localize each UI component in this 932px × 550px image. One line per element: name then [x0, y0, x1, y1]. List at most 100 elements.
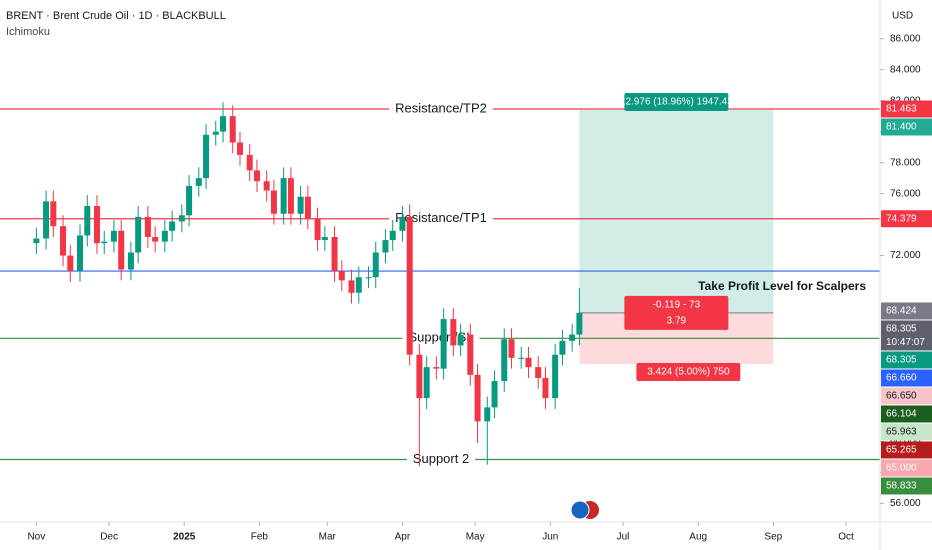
candle-body	[161, 230, 168, 242]
price-label-bg	[881, 459, 932, 477]
currency: USD	[892, 11, 913, 22]
price-label-bg	[881, 441, 932, 459]
price-label-bg	[881, 351, 932, 369]
candle-body	[372, 252, 379, 278]
candle-body	[67, 255, 74, 272]
candle-body	[467, 334, 474, 375]
candle-body	[93, 206, 100, 244]
candle-body	[491, 381, 498, 408]
x-tick-label: Jul	[617, 532, 630, 543]
candle-body	[355, 277, 362, 293]
candle-body	[186, 185, 193, 216]
y-tick-label: 84.000	[890, 64, 921, 75]
candle-body	[263, 181, 270, 191]
candle-body	[220, 116, 227, 132]
candle-body	[178, 215, 185, 222]
candle-body	[314, 218, 321, 241]
x-tick-label: Nov	[27, 532, 45, 543]
candle-body	[501, 339, 508, 382]
target-label: 12.976 (18.96%) 1947.43	[620, 97, 733, 108]
candle-body	[576, 312, 583, 335]
stop-label-bg	[636, 363, 741, 382]
x-tick-label: Jun	[542, 532, 558, 543]
level-label: Resistance/TP2	[395, 100, 487, 115]
price-label: 68.305	[886, 355, 917, 366]
x-tick-label: Aug	[689, 532, 707, 543]
target-label-bg	[624, 92, 729, 111]
pnl-label-bg	[624, 295, 729, 330]
y-tick-label: 56.000	[890, 498, 921, 509]
price-label: 68.305	[886, 324, 917, 335]
price-label-bg	[881, 369, 932, 387]
candle-body	[338, 271, 345, 281]
x-tick-label: Dec	[100, 532, 118, 543]
candle-body	[508, 339, 515, 358]
candle-body	[406, 216, 413, 355]
candle-body	[457, 334, 464, 346]
candle-body	[84, 206, 91, 236]
candle-body	[321, 236, 328, 241]
candle-body	[304, 196, 311, 219]
candle-body	[253, 170, 260, 182]
candle-body	[246, 154, 253, 171]
price-label: 66.650	[886, 391, 917, 402]
profit-zone	[579, 109, 774, 313]
candle-body	[101, 241, 108, 244]
candle-body	[297, 196, 304, 214]
pnl-label: 3.79	[667, 315, 687, 326]
candle-body	[195, 178, 202, 186]
x-tick-label: Oct	[838, 532, 854, 543]
candle-body	[270, 190, 277, 214]
candle-body	[60, 226, 67, 256]
y-tick-label: 72.000	[890, 250, 921, 261]
candle-body	[365, 277, 372, 279]
price-label: 74.379	[886, 213, 917, 224]
event-icon[interactable]	[570, 500, 599, 520]
level-label: Support 2	[413, 451, 469, 466]
price-label-bg	[881, 387, 932, 405]
candle-body	[525, 357, 532, 368]
candle-body	[518, 357, 525, 359]
level-label: Resistance/TP1	[395, 210, 487, 225]
price-label-bg	[881, 118, 932, 136]
candle-body	[110, 230, 117, 242]
candle-body	[152, 236, 159, 242]
candle-body	[50, 201, 57, 227]
candle-body	[77, 235, 83, 272]
x-tick-label: Apr	[395, 532, 411, 543]
candle-body	[569, 334, 576, 341]
x-tick-label: 2025	[173, 532, 196, 543]
candle-body	[399, 216, 406, 231]
price-label-bg	[881, 320, 932, 351]
price-label-bg	[881, 423, 932, 441]
candle-body	[433, 367, 440, 369]
candle-body	[203, 134, 210, 179]
y-tick-label: 78.000	[890, 157, 921, 168]
candle-body	[552, 354, 559, 399]
y-tick-label: 86.000	[890, 33, 921, 44]
candle-body	[237, 142, 243, 155]
candle-body	[559, 340, 566, 355]
plot-area: Resistance/TP2Resistance/TP1Support/SLSu…	[0, 92, 880, 468]
candle-body	[212, 131, 219, 135]
x-tick-label: Feb	[251, 532, 269, 543]
price-label: 81.463	[886, 104, 917, 115]
candle-body	[450, 319, 457, 346]
price-label-bg	[881, 100, 932, 118]
candle-body	[127, 252, 134, 270]
symbol-title: BRENT · Brent Crude Oil · 1D · BLACKBULL	[6, 10, 226, 22]
price-label: 66.660	[886, 373, 917, 384]
price-label: 81.400	[886, 122, 917, 133]
stop-label: 3.424 (5.00%) 750	[647, 367, 730, 378]
candle-body	[382, 240, 389, 253]
level-label-bg	[389, 101, 493, 118]
x-tick-label: Sep	[764, 532, 782, 543]
y-tick-label: 76.000	[890, 188, 921, 199]
price-label: 66.104	[886, 409, 917, 420]
indicator-name: Ichimoku	[6, 26, 50, 38]
candle-body	[416, 354, 423, 399]
price-label-bg	[881, 405, 932, 423]
candle-body	[348, 280, 355, 293]
candle-body	[135, 216, 142, 253]
candle-body	[229, 116, 236, 143]
